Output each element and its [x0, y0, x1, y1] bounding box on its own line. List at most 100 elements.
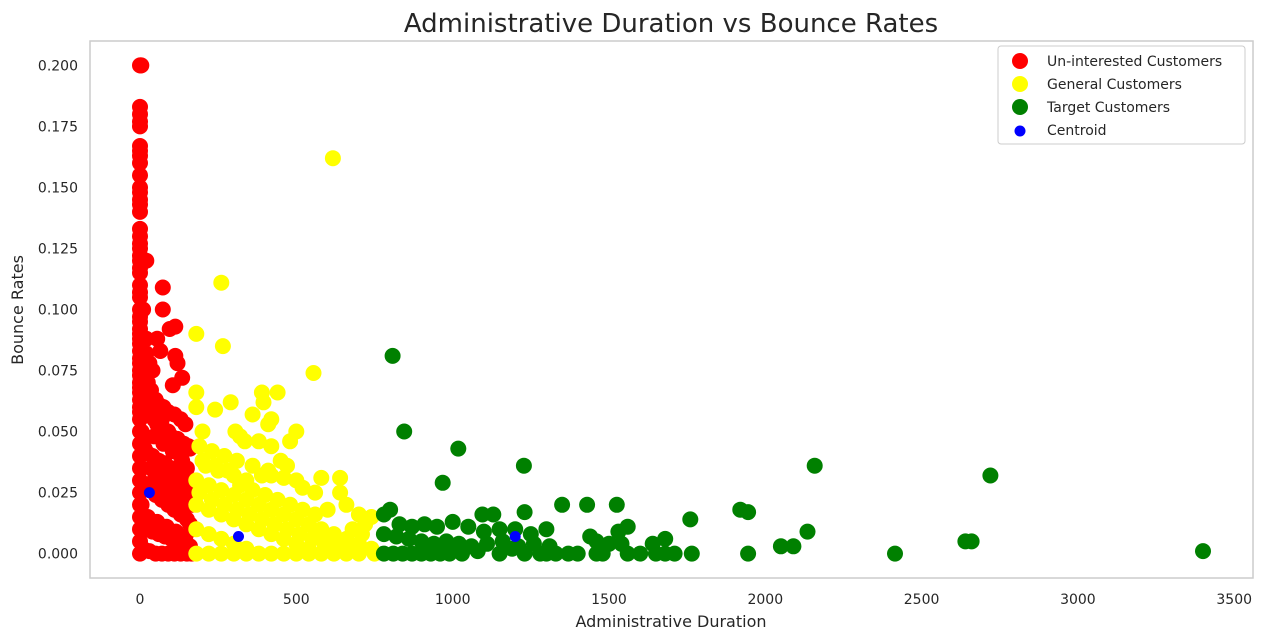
data-point	[475, 523, 492, 540]
data-point	[450, 440, 467, 457]
data-point	[400, 530, 417, 547]
data-point	[238, 545, 255, 562]
data-point	[154, 279, 171, 296]
data-point	[429, 518, 445, 535]
legend-label: Centroid	[1047, 123, 1107, 139]
data-point	[132, 118, 148, 135]
legend-label: Target Customers	[1046, 100, 1170, 116]
data-point	[136, 389, 153, 406]
data-point	[152, 343, 169, 359]
data-point	[384, 347, 401, 364]
data-point	[388, 528, 405, 545]
data-point	[491, 521, 508, 538]
data-point	[304, 530, 320, 547]
data-point	[294, 501, 311, 518]
y-tick-label: 0.100	[38, 303, 78, 319]
data-point	[188, 325, 205, 342]
data-point	[683, 545, 700, 562]
data-point	[194, 423, 211, 440]
legend-marker	[1012, 76, 1028, 92]
data-point	[324, 150, 341, 167]
data-point	[316, 535, 333, 552]
legend-marker	[1012, 53, 1028, 69]
data-point	[216, 496, 233, 513]
legend-box	[997, 45, 1246, 145]
data-point	[416, 516, 433, 533]
legend-marker	[1014, 125, 1026, 137]
x-tick-label: 0	[136, 592, 145, 608]
data-point	[588, 533, 605, 550]
data-point	[188, 521, 205, 538]
data-point	[982, 467, 999, 484]
data-point	[516, 504, 533, 521]
data-point	[133, 521, 150, 538]
data-point	[169, 355, 186, 372]
data-point	[241, 506, 258, 523]
data-point	[491, 545, 508, 562]
data-point	[203, 491, 220, 508]
data-point	[177, 416, 194, 433]
series-centroid	[143, 487, 521, 542]
data-point	[250, 433, 267, 450]
x-tick-label: 1500	[591, 592, 627, 608]
data-point	[375, 526, 392, 543]
legend-items: Un-interested Customers General Customers…	[1012, 53, 1222, 139]
data-point	[266, 516, 283, 533]
data-point	[579, 496, 596, 513]
y-tick-label: 0.200	[38, 58, 78, 74]
data-point	[396, 423, 413, 440]
data-point	[255, 394, 272, 411]
data-point	[341, 540, 358, 557]
y-tick-label: 0.000	[38, 547, 78, 563]
data-point	[213, 274, 230, 291]
y-axis-ticks: 0.000 0.025 0.050 0.075 0.100 0.125 0.150 0.175…	[38, 58, 78, 562]
data-point	[294, 479, 311, 496]
data-point	[191, 484, 208, 501]
data-point	[132, 203, 148, 220]
data-point	[188, 472, 205, 489]
y-tick-label: 0.175	[38, 119, 78, 135]
data-point	[569, 545, 586, 562]
data-point	[188, 545, 205, 562]
data-point	[167, 318, 184, 335]
data-point	[188, 399, 205, 416]
series-general-customers	[188, 150, 383, 562]
x-tick-label: 2000	[747, 592, 783, 608]
data-point	[244, 406, 261, 423]
data-point	[236, 433, 253, 450]
x-tick-label: 3000	[1060, 592, 1096, 608]
points-layer	[132, 57, 1211, 562]
data-point	[619, 545, 636, 562]
data-point	[887, 545, 903, 562]
data-point	[133, 57, 150, 74]
data-point	[228, 501, 245, 518]
data-point	[469, 543, 486, 560]
data-point	[740, 545, 757, 562]
data-point	[132, 167, 148, 184]
data-point	[133, 423, 150, 440]
data-point	[225, 545, 242, 562]
data-point	[132, 264, 148, 281]
data-point	[332, 484, 349, 501]
data-point	[207, 457, 224, 474]
data-point	[160, 423, 177, 440]
data-point	[164, 377, 181, 394]
data-point	[213, 530, 230, 547]
y-tick-label: 0.075	[38, 364, 78, 380]
data-point	[282, 496, 299, 513]
data-point	[332, 469, 349, 486]
data-point	[515, 457, 532, 474]
legend-marker	[1012, 99, 1028, 115]
data-point	[188, 384, 205, 401]
data-point	[329, 540, 345, 557]
data-point	[260, 416, 277, 433]
x-tick-label: 3500	[1216, 592, 1252, 608]
y-axis-label: Bounce Rates	[8, 255, 27, 365]
data-point	[213, 545, 230, 562]
data-point	[200, 526, 217, 543]
data-point	[154, 301, 171, 318]
data-point	[132, 155, 148, 171]
data-point	[740, 504, 757, 521]
data-point	[682, 511, 699, 528]
